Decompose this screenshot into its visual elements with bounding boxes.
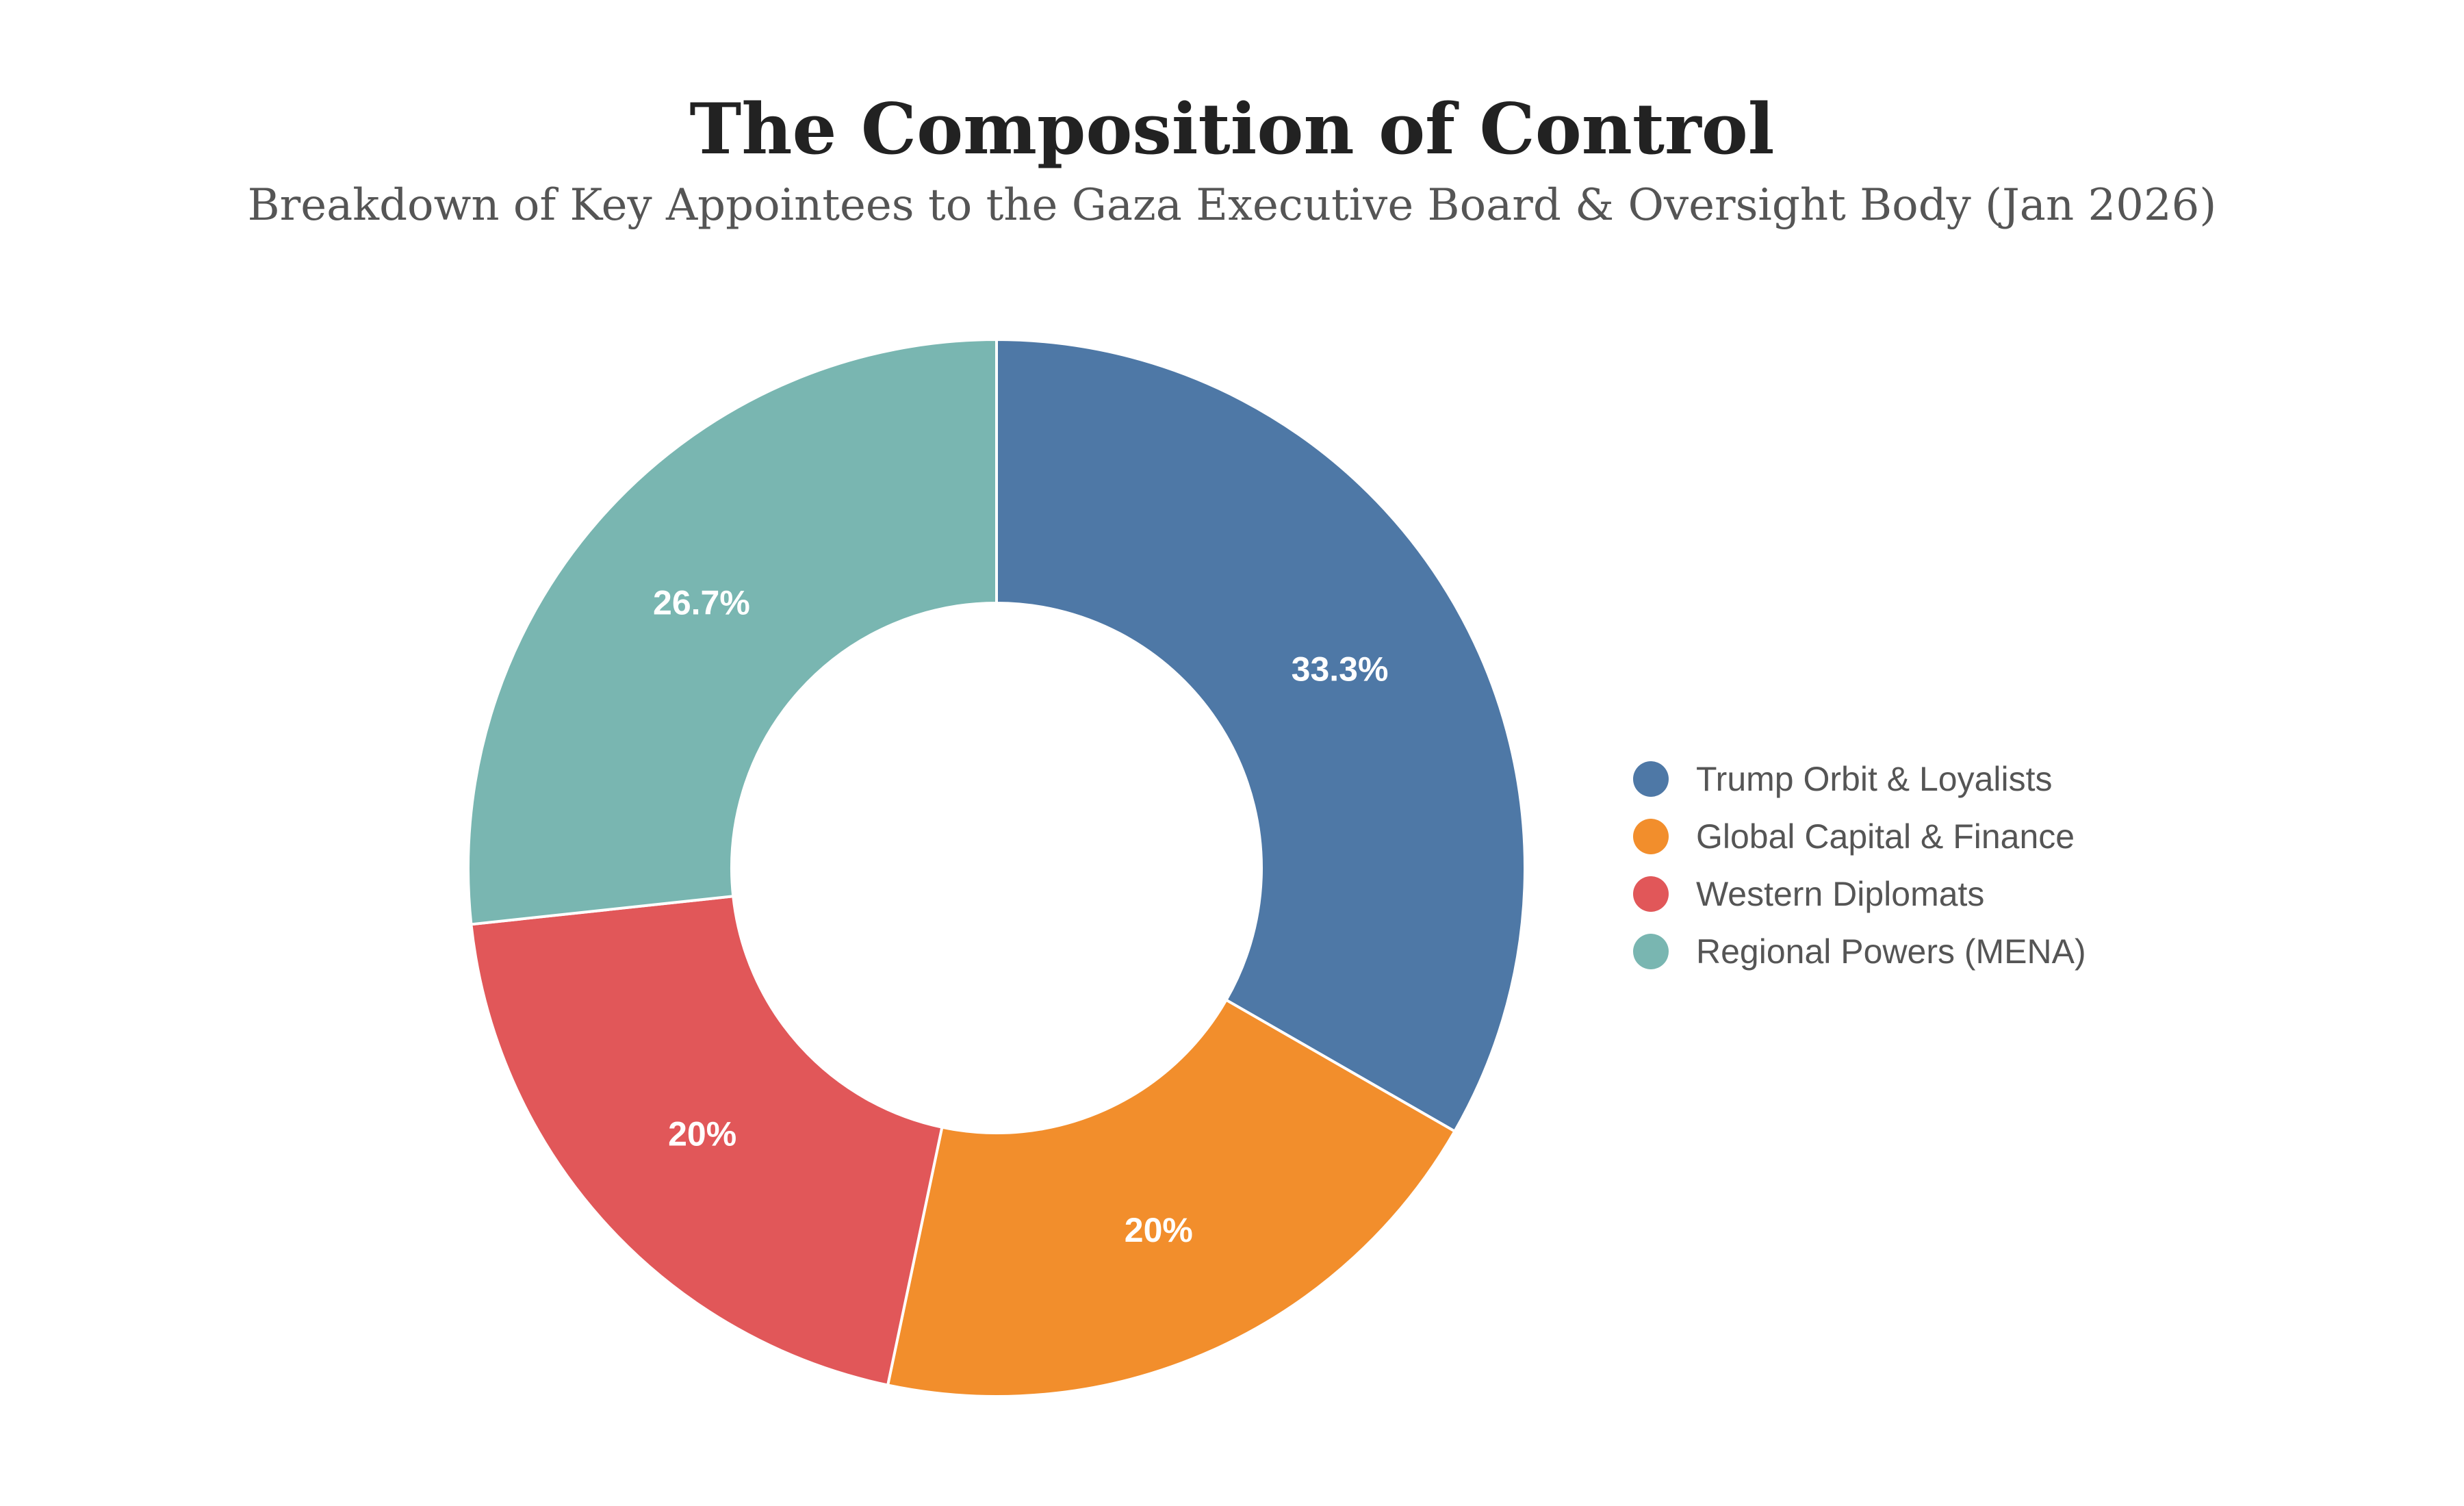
- legend-swatch-3: [1633, 876, 1669, 912]
- donut-slice-1[interactable]: [995, 337, 1526, 1134]
- legend-item-3[interactable]: Western Diplomats: [1633, 875, 1984, 913]
- donut-slice-labels: 33.3% 20% 20% 26.7%: [653, 584, 1388, 1249]
- slice-label-3: 20%: [668, 1115, 736, 1153]
- slice-label-2: 20%: [1125, 1211, 1193, 1249]
- legend-label-4: Regional Powers (MENA): [1696, 932, 2086, 971]
- donut-slice-3[interactable]: [470, 895, 944, 1387]
- donut-slice-2[interactable]: [886, 998, 1457, 1398]
- legend-swatch-4: [1633, 934, 1669, 969]
- donut-slice-4[interactable]: [467, 337, 998, 926]
- donut-slices: [467, 337, 1526, 1398]
- legend-label-3: Western Diplomats: [1696, 875, 1984, 913]
- legend-label-2: Global Capital & Finance: [1696, 817, 2075, 856]
- legend-item-4[interactable]: Regional Powers (MENA): [1633, 932, 2086, 971]
- legend-swatch-2: [1633, 819, 1669, 854]
- chart-subtitle: Breakdown of Key Appointees to the Gaza …: [247, 180, 2217, 231]
- legend-item-1[interactable]: Trump Orbit & Loyalists: [1633, 760, 2053, 798]
- legend-item-2[interactable]: Global Capital & Finance: [1633, 817, 2075, 856]
- slice-label-4: 26.7%: [653, 584, 750, 622]
- chart-title: The Composition of Control: [689, 88, 1775, 170]
- slice-label-1: 33.3%: [1292, 650, 1389, 689]
- legend-swatch-1: [1633, 761, 1669, 797]
- chart-legend: Trump Orbit & Loyalists Global Capital & …: [1633, 760, 2086, 971]
- legend-label-1: Trump Orbit & Loyalists: [1696, 760, 2053, 798]
